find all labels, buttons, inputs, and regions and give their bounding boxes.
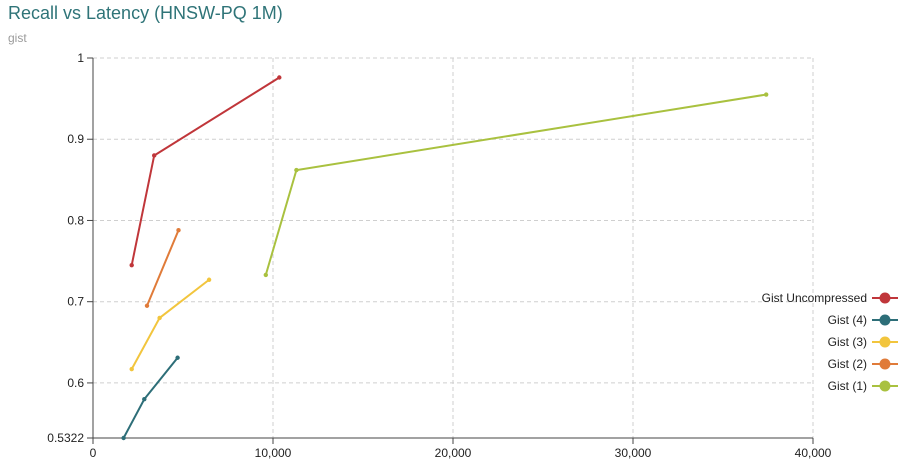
data-point-gist-2-1[interactable] [176,228,181,233]
legend-label-gist-uncompressed: Gist Uncompressed [762,291,867,305]
legend-item-gist-3[interactable]: Gist (3) [828,335,898,349]
legend-label-gist-3: Gist (3) [828,335,867,349]
axes: 0 10,000 20,000 30,000 40,000 0.5322 0.6 0.7 0.8… [47,51,831,460]
data-point-gist-1-2[interactable] [764,92,769,97]
y-tick-label-3: 0.8 [67,213,84,227]
series-gist-2 [144,228,181,308]
data-point-gist-1-1[interactable] [294,167,299,173]
series-line-gist-3 [130,278,210,370]
x-tick-label-0: 0 [90,446,97,460]
legend-item-gist-1[interactable]: Gist (1) [828,379,898,393]
data-point-gist-1-0[interactable] [263,272,268,278]
y-tick-label-0: 0.5322 [47,431,84,445]
data-point-gist-4-1[interactable] [142,396,147,402]
x-tick-label-1: 10,000 [255,446,292,460]
legend-item-gist-uncompressed[interactable]: Gist Uncompressed [762,291,898,305]
series-gist-uncompressed [129,75,282,268]
x-tick-label-4: 40,000 [795,446,832,460]
series-group [121,75,769,441]
y-tick-label-2: 0.7 [67,295,84,309]
data-point-gist-3-2[interactable] [206,277,212,282]
data-point-gist-uncompressed-0[interactable] [129,262,134,268]
legend-label-gist-1: Gist (1) [828,379,867,393]
y-tick-label-5: 1 [77,51,84,65]
legend-marker-gist-4 [879,314,891,326]
y-tick-label-1: 0.6 [67,376,84,390]
x-tick-label-3: 30,000 [615,446,652,460]
series-gist-3 [129,277,212,372]
legend-item-gist-2[interactable]: Gist (2) [828,357,898,371]
series-line-gist-uncompressed [130,76,280,266]
legend-label-gist-2: Gist (2) [828,357,867,371]
series-line-gist-1 [264,93,767,276]
data-point-gist-2-0[interactable] [144,303,150,308]
grid-lines [93,57,814,438]
legend-label-gist-4: Gist (4) [828,313,867,327]
chart-title: Recall vs Latency (HNSW-PQ 1M) [8,3,283,23]
data-point-gist-3-1[interactable] [157,315,162,321]
legend[interactable]: Gist Uncompressed Gist (4) Gist (3) Gist (2… [762,291,898,393]
data-point-gist-uncompressed-1[interactable] [152,153,157,158]
chart-subtitle: gist [8,31,27,45]
data-point-gist-uncompressed-2[interactable] [277,75,282,80]
series-gist-4 [121,355,180,441]
series-gist-1 [263,92,769,278]
legend-item-gist-4[interactable]: Gist (4) [828,313,898,327]
x-tick-label-2: 20,000 [435,446,472,460]
y-tick-label-4: 0.9 [67,132,84,146]
data-point-gist-3-0[interactable] [129,366,134,372]
data-point-gist-4-2[interactable] [175,355,180,360]
legend-marker-gist-3 [879,336,891,348]
legend-marker-gist-1 [879,380,891,392]
data-point-gist-4-0[interactable] [121,435,126,441]
legend-marker-gist-uncompressed [879,292,891,304]
legend-marker-gist-2 [879,358,891,370]
series-line-gist-2 [146,229,180,307]
